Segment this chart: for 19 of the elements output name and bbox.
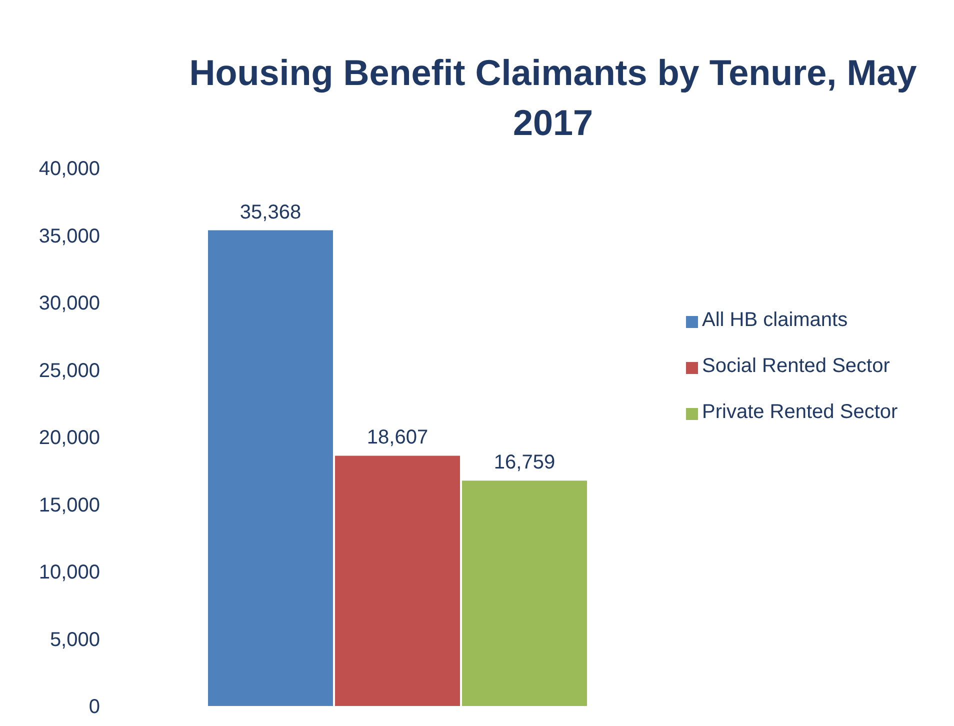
legend-label: All HB claimants — [702, 309, 848, 331]
legend-label: Private Rented Sector — [702, 401, 898, 423]
y-tick-label: 35,000 — [38, 225, 100, 248]
y-tick-label: 25,000 — [38, 360, 100, 382]
bar — [462, 480, 587, 706]
y-tick-label: 40,000 — [38, 158, 100, 180]
y-tick-label: 30,000 — [38, 292, 100, 315]
data-label: 16,759 — [494, 452, 556, 474]
y-tick-label: 15,000 — [38, 494, 100, 516]
legend-label: Social Rented Sector — [702, 355, 890, 377]
data-label: 18,607 — [366, 426, 428, 449]
y-tick-label: 10,000 — [38, 562, 100, 584]
data-label: 35,368 — [240, 201, 302, 224]
y-tick-label: 20,000 — [38, 427, 100, 450]
y-tick-label: 0 — [88, 696, 100, 718]
chart-title: Housing Benefit Claimants by Tenure, May 2017 — [188, 51, 918, 145]
y-tick-label: 5,000 — [50, 628, 100, 651]
bar — [208, 230, 333, 706]
bar — [335, 456, 460, 706]
